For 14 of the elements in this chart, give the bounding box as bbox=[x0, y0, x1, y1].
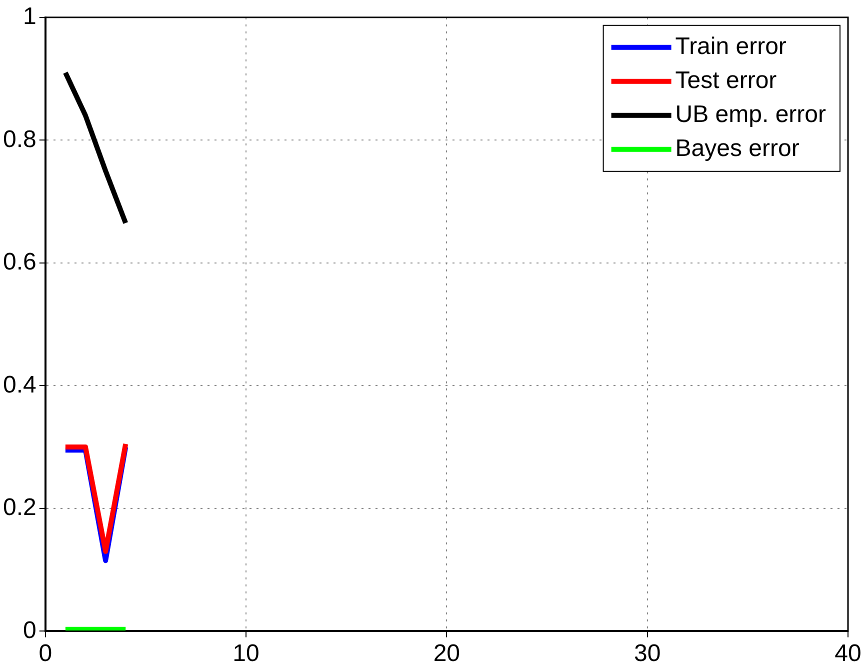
x-tick-label: 40 bbox=[834, 640, 862, 668]
legend-label: UB emp. error bbox=[675, 101, 826, 128]
y-tick-label: 0.2 bbox=[2, 494, 36, 522]
x-tick-label: 30 bbox=[634, 640, 661, 668]
y-tick-label: 0.4 bbox=[2, 371, 36, 398]
y-tick-label: 1 bbox=[23, 3, 36, 30]
y-tick-label: 0 bbox=[23, 616, 36, 644]
y-tick-label: 0.8 bbox=[2, 126, 36, 153]
x-tick-label: 20 bbox=[433, 640, 460, 668]
x-tick-label: 10 bbox=[232, 640, 260, 668]
y-tick-label: 0.6 bbox=[2, 248, 36, 276]
legend-label: Test error bbox=[675, 67, 777, 94]
legend-label: Bayes error bbox=[675, 135, 800, 162]
legend-label: Train error bbox=[675, 33, 786, 60]
